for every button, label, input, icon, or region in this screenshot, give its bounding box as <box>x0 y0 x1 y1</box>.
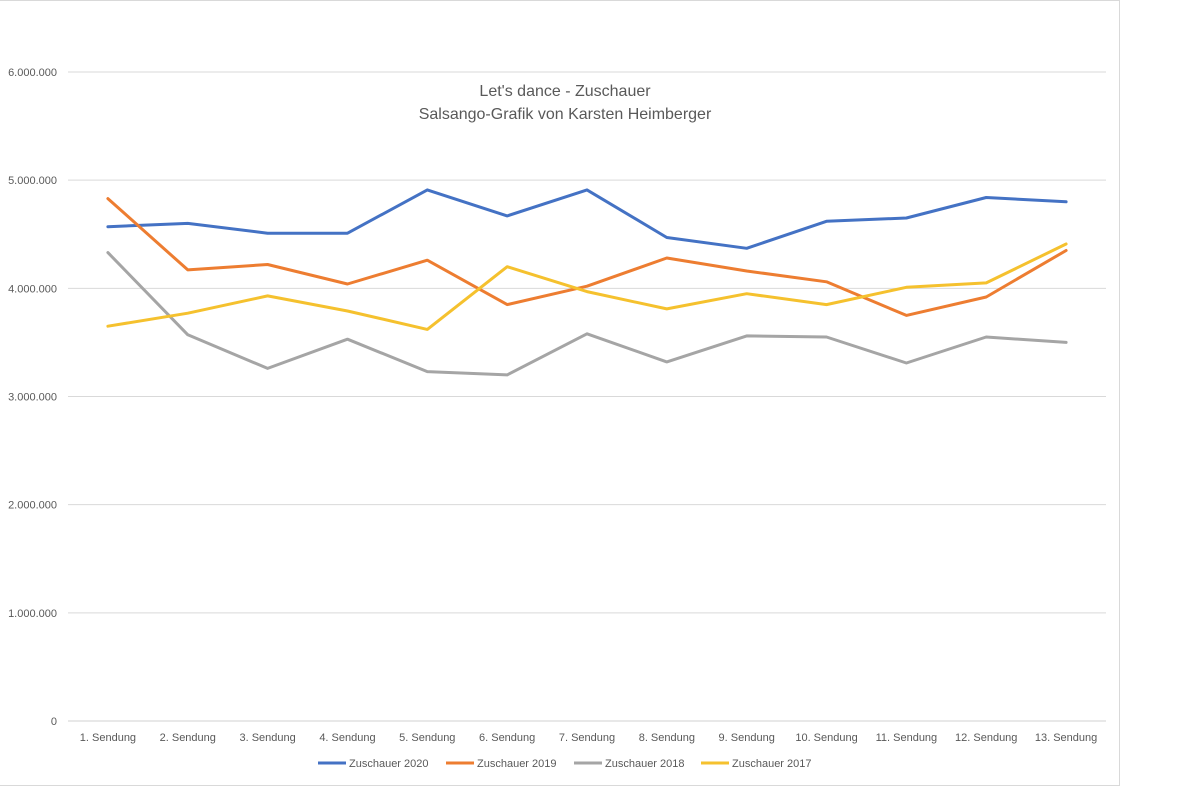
y-axis-tick-labels: 0 1.000.000 2.000.000 3.000.000 4.000.000 5.0… <box>8 67 57 728</box>
chart-title: Let's dance - Zuschauer <box>479 83 651 100</box>
x-tick-label: 13. Sendung <box>1035 732 1097 744</box>
x-tick-label: 10. Sendung <box>795 732 857 744</box>
x-tick-label: 11. Sendung <box>876 732 938 744</box>
x-tick-label: 2. Sendung <box>160 732 216 744</box>
y-tick-label: 0 <box>51 716 57 728</box>
x-tick-label: 1. Sendung <box>80 732 136 744</box>
x-tick-label: 7. Sendung <box>559 732 615 744</box>
frame-border-bottom <box>0 785 1120 786</box>
x-tick-label: 8. Sendung <box>639 732 695 744</box>
gridlines <box>68 71 1106 722</box>
legend: Zuschauer 2020 Zuschauer 2019 Zuschauer 20… <box>318 758 812 770</box>
series-line-1 <box>106 188 1068 250</box>
y-tick-label: 4.000.000 <box>8 283 57 295</box>
legend-label: Zuschauer 2020 <box>349 758 429 770</box>
x-tick-label: 9. Sendung <box>719 732 775 744</box>
x-axis-tick-labels: 1. Sendung 2. Sendung 3. Sendung 4. Sendung… <box>80 732 1097 744</box>
legend-label: Zuschauer 2018 <box>605 758 685 770</box>
legend-item: Zuschauer 2020 <box>318 758 429 770</box>
series-line-2 <box>106 197 1068 317</box>
y-tick-label: 5.000.000 <box>8 175 57 187</box>
y-tick-label: 6.000.000 <box>8 67 57 79</box>
series-line-4 <box>106 242 1068 331</box>
legend-item: Zuschauer 2019 <box>446 758 557 770</box>
y-tick-label: 3.000.000 <box>8 392 57 404</box>
series-line-3 <box>106 251 1068 377</box>
x-tick-label: 3. Sendung <box>239 732 295 744</box>
frame-border-right <box>1119 0 1120 786</box>
x-tick-label: 4. Sendung <box>319 732 375 744</box>
legend-label: Zuschauer 2019 <box>477 758 557 770</box>
y-tick-label: 2.000.000 <box>8 500 57 512</box>
x-tick-label: 6. Sendung <box>479 732 535 744</box>
legend-item: Zuschauer 2017 <box>701 758 812 770</box>
x-tick-label: 5. Sendung <box>399 732 455 744</box>
x-tick-label: 12. Sendung <box>955 732 1017 744</box>
frame-border-top <box>0 0 1120 1</box>
series-lines <box>106 188 1068 377</box>
legend-item: Zuschauer 2018 <box>574 758 685 770</box>
chart-subtitle: Salsango-Grafik von Karsten Heimberger <box>419 106 712 123</box>
legend-label: Zuschauer 2017 <box>732 758 812 770</box>
y-tick-label: 1.000.000 <box>8 608 57 620</box>
